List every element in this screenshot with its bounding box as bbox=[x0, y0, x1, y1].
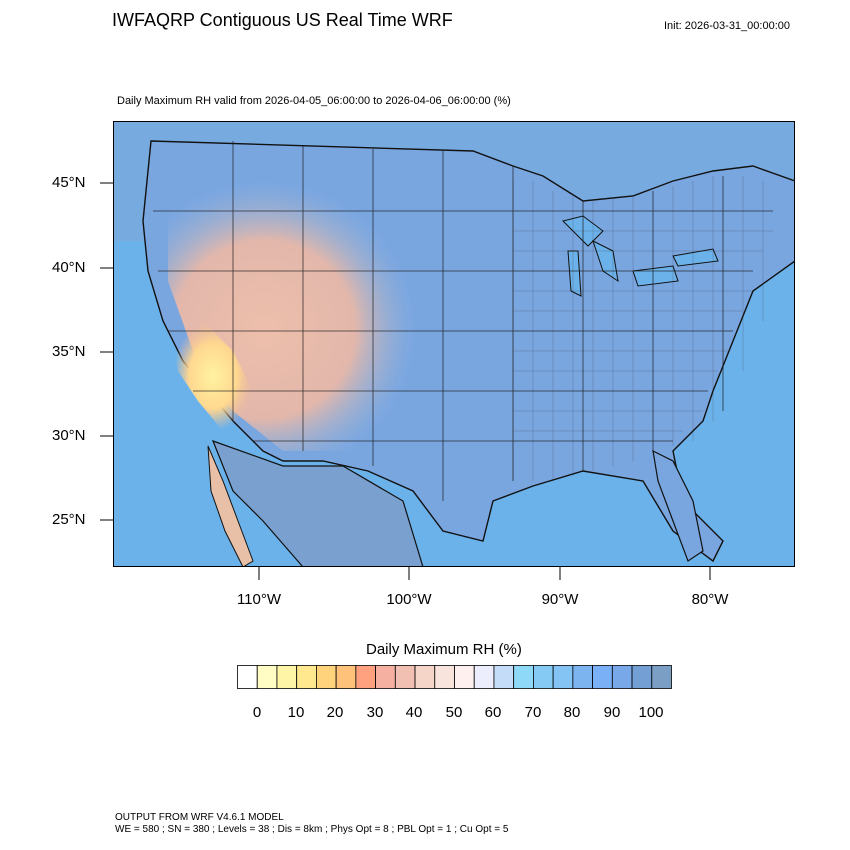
mexico-land bbox=[211, 439, 424, 567]
lat-label-30n: 30°N bbox=[52, 427, 86, 444]
footer-config-line: WE = 580 ; SN = 380 ; Levels = 38 ; Dis … bbox=[115, 824, 509, 835]
colorbar-swatch bbox=[414, 665, 436, 689]
colorbar-swatch bbox=[572, 665, 593, 689]
colorbar-tick-80: 80 bbox=[563, 704, 581, 721]
colorbar-tick-60: 60 bbox=[484, 704, 502, 721]
colorbar-tick-90: 90 bbox=[603, 704, 621, 721]
colorbar-tick-10: 10 bbox=[287, 704, 305, 721]
map-subtitle: Daily Maximum RH valid from 2026-04-05_0… bbox=[117, 95, 511, 107]
lat-label-45n: 45°N bbox=[52, 174, 86, 191]
lat-label-35n: 35°N bbox=[52, 343, 86, 360]
lat-label-40n: 40°N bbox=[52, 259, 86, 276]
florida-peninsula bbox=[652, 449, 704, 562]
footer-model-line: OUTPUT FROM WRF V4.6.1 MODEL bbox=[115, 812, 284, 823]
init-time-label: Init: 2026-03-31_00:00:00 bbox=[664, 20, 790, 32]
colorbar-swatch bbox=[592, 665, 613, 689]
colorbar-swatch bbox=[237, 665, 258, 689]
lon-label-100w: 100°W bbox=[386, 591, 432, 608]
colorbar-swatch bbox=[454, 665, 475, 689]
colorbar-swatch bbox=[552, 665, 574, 689]
colorbar-swatch bbox=[276, 665, 298, 689]
colorbar-tick-20: 20 bbox=[326, 704, 344, 721]
colorbar-swatch bbox=[256, 665, 278, 689]
colorbar-tick-30: 30 bbox=[366, 704, 384, 721]
colorbar-swatch bbox=[355, 665, 376, 689]
colorbar-swatch bbox=[335, 665, 357, 689]
colorbar-swatch bbox=[533, 665, 554, 689]
colorbar-swatch bbox=[316, 665, 337, 689]
colorbar-swatch bbox=[493, 665, 515, 689]
colorbar-tick-100: 100 bbox=[638, 704, 664, 721]
map-title: IWFAQRP Contiguous US Real Time WRF bbox=[112, 10, 453, 30]
rh-map-panel bbox=[113, 121, 795, 567]
colorbar-swatch bbox=[611, 665, 633, 689]
colorbar-swatch bbox=[394, 665, 416, 689]
colorbar-swatch bbox=[513, 665, 534, 689]
colorbar-swatch bbox=[631, 665, 653, 689]
baja-peninsula bbox=[207, 445, 254, 567]
colorbar-swatch bbox=[473, 665, 495, 689]
colorbar-tick-70: 70 bbox=[524, 704, 542, 721]
lon-label-110w: 110°W bbox=[236, 591, 282, 608]
county-boundaries bbox=[512, 176, 773, 481]
colorbar-swatch bbox=[375, 665, 396, 689]
colorbar bbox=[237, 665, 672, 689]
colorbar-swatch bbox=[651, 665, 672, 689]
lon-label-80w: 80°W bbox=[691, 591, 729, 608]
lon-label-90w: 90°W bbox=[541, 591, 579, 608]
colorbar-tick-50: 50 bbox=[445, 704, 463, 721]
colorbar-swatch bbox=[434, 665, 455, 689]
colorbar-tick-40: 40 bbox=[405, 704, 423, 721]
lat-label-25n: 25°N bbox=[52, 511, 86, 528]
colorbar-tick-0: 0 bbox=[252, 704, 262, 721]
colorbar-swatch bbox=[296, 665, 317, 689]
colorbar-title: Daily Maximum RH (%) bbox=[366, 641, 522, 658]
